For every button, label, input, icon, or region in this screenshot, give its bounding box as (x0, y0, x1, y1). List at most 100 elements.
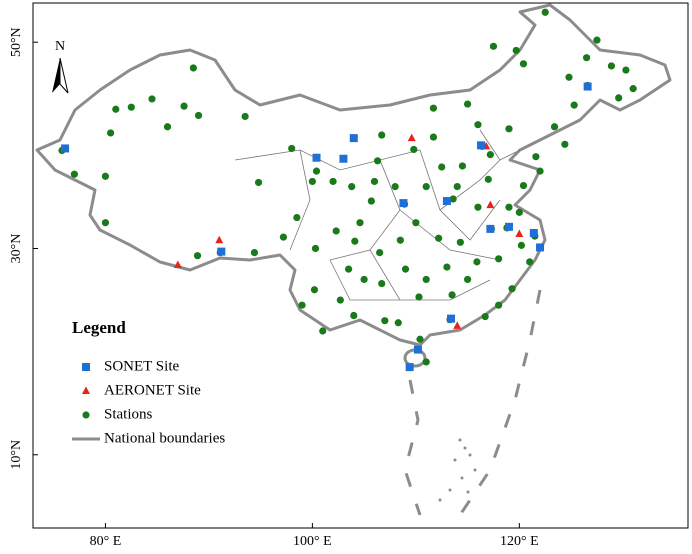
station (279, 233, 288, 241)
station (101, 219, 110, 227)
sonet-site (405, 363, 414, 372)
y-tick-label: 30°N (9, 234, 24, 264)
station (127, 103, 135, 111)
station (449, 195, 457, 203)
station (422, 275, 430, 284)
sonet-site (399, 199, 408, 208)
station (148, 95, 156, 103)
aeronet-site (515, 229, 524, 238)
station (512, 46, 520, 55)
station (180, 102, 188, 110)
station (593, 36, 601, 44)
station (489, 42, 498, 50)
station (456, 238, 464, 246)
province-lines (234, 129, 521, 301)
sonet-site (529, 229, 538, 238)
station (474, 203, 482, 211)
station (565, 73, 573, 81)
station (254, 178, 263, 187)
station (194, 111, 203, 120)
station (293, 213, 301, 222)
x-tick-label: 120° E (500, 534, 539, 549)
station (396, 236, 404, 244)
station (350, 311, 358, 320)
sonet-site (486, 224, 495, 233)
station (508, 285, 516, 293)
y-tick-label: 50°N (9, 27, 24, 57)
station (448, 291, 456, 299)
map-frame (32, 2, 689, 529)
legend-item: National boundaries (104, 430, 225, 446)
aeronet-site (453, 321, 462, 329)
station (561, 140, 569, 148)
station (288, 144, 296, 153)
legend-title: Legend (72, 318, 126, 337)
legend-symbol (82, 363, 90, 371)
station (163, 123, 172, 131)
sonet-site (442, 197, 451, 206)
station (70, 170, 78, 178)
station (474, 121, 482, 129)
station (360, 275, 368, 284)
station (536, 167, 544, 175)
station (416, 335, 424, 343)
aeronet-site (486, 200, 495, 209)
sonet-site (413, 345, 422, 354)
station (519, 60, 528, 68)
north-arrow: N (52, 39, 69, 94)
station (486, 151, 494, 159)
x-tick-label: 100° E (293, 534, 332, 549)
islands (438, 438, 477, 502)
station (458, 162, 467, 170)
station (438, 163, 446, 171)
station (422, 182, 430, 191)
station (319, 327, 327, 335)
station (517, 241, 526, 249)
station (429, 104, 438, 112)
station (376, 249, 384, 257)
station (370, 177, 379, 186)
station (367, 197, 375, 205)
station (107, 129, 115, 137)
station (443, 263, 451, 271)
station (453, 182, 461, 191)
y-tick-label: 10°N (9, 440, 24, 470)
legend-item: Stations (104, 406, 153, 422)
station (622, 66, 630, 74)
station (550, 123, 559, 131)
sonet-site (447, 314, 456, 323)
north-label: N (55, 39, 65, 54)
sonet-site (583, 82, 592, 91)
station (101, 172, 110, 180)
station (348, 182, 356, 191)
station (329, 177, 337, 186)
station (495, 301, 503, 309)
station (473, 258, 481, 266)
station (526, 258, 534, 266)
sonet-site (349, 134, 358, 143)
station (422, 358, 430, 366)
station (112, 105, 120, 113)
aeronet-site (215, 235, 224, 244)
sonet-site (61, 144, 70, 153)
legend-item: SONET Site (104, 358, 179, 374)
station (410, 145, 418, 154)
station (241, 112, 249, 121)
station (532, 153, 540, 161)
nine-dash-line (403, 289, 542, 516)
legend-symbol (82, 411, 90, 419)
station (189, 64, 197, 72)
station (505, 125, 513, 133)
aeronet-site (407, 133, 416, 142)
legend-symbol (82, 386, 90, 394)
station (505, 203, 513, 211)
station (311, 244, 320, 253)
sonet-site (477, 141, 486, 150)
station (429, 133, 438, 141)
station (401, 265, 410, 273)
x-tick-label: 80° E (90, 534, 122, 549)
station (515, 208, 523, 216)
station (570, 101, 578, 109)
station (378, 131, 386, 139)
